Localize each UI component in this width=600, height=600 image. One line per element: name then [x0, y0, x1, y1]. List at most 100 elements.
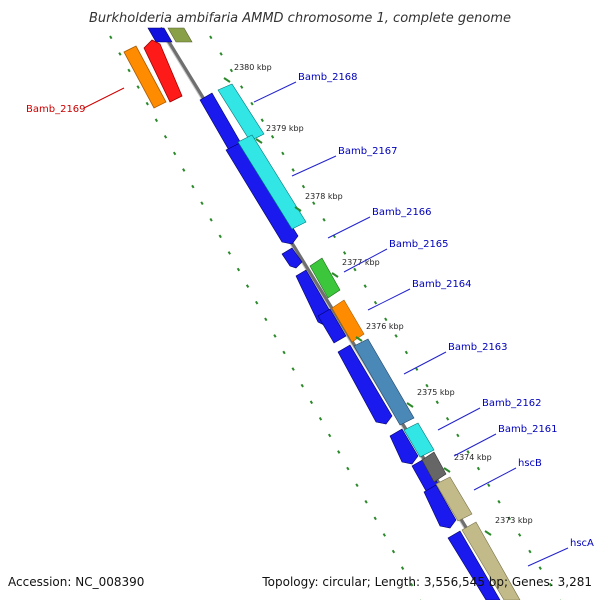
tick-mark: [255, 138, 263, 144]
gene-label-hsca[interactable]: hscA: [570, 538, 594, 549]
guide-dot: [127, 68, 131, 73]
gene-label-bamb-2166[interactable]: Bamb_2166: [372, 207, 432, 218]
guide-dot: [445, 417, 450, 421]
guide-dot: [538, 566, 542, 570]
guide-dot: [172, 151, 177, 156]
guide-dot: [342, 251, 347, 255]
gene-block-2: [217, 83, 265, 142]
leader-line: [343, 248, 388, 273]
tick-mark: [355, 336, 363, 342]
genome-summary-text: Topology: circular; Length: 3,556,545 bp…: [261, 575, 592, 589]
gene-block-17: [435, 476, 473, 522]
guide-dot: [517, 533, 522, 537]
tick-label: 2374 kbp: [454, 453, 492, 462]
leader-line: [327, 216, 371, 239]
tick-label: 2376 kbp: [366, 322, 404, 331]
gene-label-bamb-2165[interactable]: Bamb_2165: [389, 239, 449, 250]
accession-text: Accession: NC_008390: [8, 575, 144, 589]
guide-dot: [264, 317, 268, 322]
guide-dot: [227, 251, 231, 255]
guide-dot: [435, 400, 439, 405]
gene-block-4: [237, 134, 307, 230]
guide-dot: [136, 85, 140, 89]
guide-dot: [218, 234, 222, 239]
gene-label-bamb-2167[interactable]: Bamb_2167: [338, 146, 398, 157]
gene-block-3: [225, 142, 299, 245]
guide-dot: [109, 35, 113, 40]
guide-dot: [364, 499, 368, 504]
gene-block-5: [281, 247, 303, 269]
guide-dot: [476, 466, 481, 471]
tick-mark: [443, 467, 451, 473]
guide-dot: [301, 184, 306, 189]
guide-dot: [322, 217, 326, 222]
guide-dot: [507, 516, 511, 521]
track-guides: [109, 35, 562, 600]
gene-partial-blue: [147, 27, 173, 43]
guide-dot: [400, 566, 405, 570]
gene-label-bamb-2161[interactable]: Bamb_2161: [498, 424, 558, 435]
guide-dot: [327, 433, 332, 438]
gene-label-bamb-2164[interactable]: Bamb_2164: [412, 279, 472, 290]
guide-dot: [384, 317, 388, 322]
gene-block-19: [461, 521, 521, 600]
tick-label: 2379 kbp: [266, 124, 304, 133]
leader-line: [527, 547, 569, 567]
guide-dot: [163, 135, 168, 139]
gene-label-bamb-2163[interactable]: Bamb_2163: [448, 342, 508, 353]
gene-label-bamb-2169[interactable]: Bamb_2169: [26, 104, 86, 115]
guide-dot: [229, 68, 234, 73]
tick-label: 2380 kbp: [234, 63, 272, 72]
guide-dot: [200, 201, 204, 206]
guide-dot: [394, 334, 398, 338]
guide-dot: [391, 549, 396, 554]
leader-line: [437, 407, 481, 431]
guide-dot: [240, 85, 244, 89]
guide-dot: [318, 417, 323, 421]
guide-dot: [255, 300, 259, 305]
leader-line: [83, 87, 125, 109]
tick-mark: [331, 272, 339, 278]
guide-dot: [497, 499, 501, 504]
guide-dot: [466, 450, 470, 454]
gene-label-hscb[interactable]: hscB: [518, 458, 542, 469]
guide-dot: [425, 383, 429, 388]
gene-bamb-2169: [123, 45, 167, 109]
gene-label-bamb-2168[interactable]: Bamb_2168: [298, 72, 358, 83]
gene-block-12: [389, 428, 419, 465]
guide-dot: [373, 516, 377, 521]
leader-line: [473, 467, 517, 491]
gene-block-15: [421, 451, 447, 483]
gene-partial-olive: [167, 27, 193, 43]
gene-block-13: [403, 422, 435, 458]
gene-block-18: [447, 530, 501, 600]
guide-dot: [219, 52, 223, 56]
guide-dot: [300, 383, 304, 388]
guide-dot: [487, 483, 491, 488]
guide-dot: [209, 35, 213, 40]
gene-label-bamb-2162[interactable]: Bamb_2162: [482, 398, 542, 409]
leader-line: [367, 288, 411, 311]
guide-dot: [291, 367, 295, 371]
guide-dot: [291, 168, 295, 172]
leader-line: [253, 81, 297, 103]
leader-line: [291, 155, 337, 177]
guide-dot: [353, 267, 357, 272]
gene-block-7: [309, 257, 341, 299]
gene-bamb-2169-neighbor: [143, 39, 183, 103]
leader-line: [453, 433, 497, 457]
guide-dot: [270, 135, 275, 139]
label-leaders: [83, 81, 569, 567]
guide-dot: [337, 450, 341, 454]
guide-dot: [410, 582, 414, 587]
map-title: Burkholderia ambifaria AMMD chromosome 1…: [89, 11, 511, 26]
leader-line: [403, 351, 447, 375]
guide-dot: [312, 201, 316, 206]
guide-dot: [145, 101, 149, 106]
guide-dot: [250, 101, 254, 106]
gene-block-9: [331, 299, 365, 343]
tick-label: 2373 kbp: [495, 516, 533, 525]
tick-mark: [294, 206, 302, 212]
